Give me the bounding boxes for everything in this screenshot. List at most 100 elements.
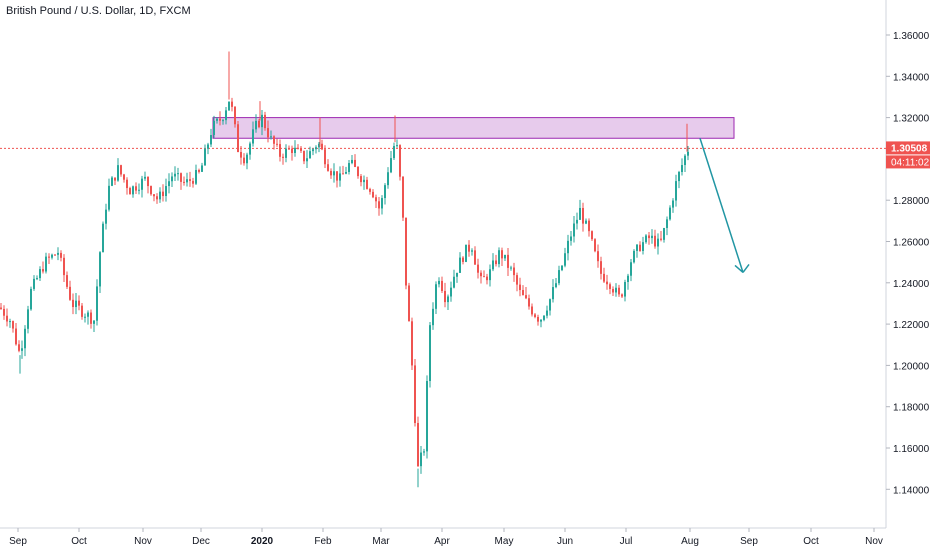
projection-arrow[interactable]: [699, 138, 744, 273]
candle-body: [570, 236, 572, 241]
candle-body: [444, 290, 446, 303]
candle-body: [120, 165, 122, 175]
price-tick-label: 1.24000: [893, 279, 930, 290]
candle-body: [159, 191, 161, 200]
candle-body: [12, 321, 14, 329]
candle-body: [507, 254, 509, 268]
candle-body: [555, 283, 557, 288]
candle-body: [30, 288, 32, 310]
candle-body: [147, 176, 149, 187]
candle-body: [249, 143, 251, 155]
candle-body: [318, 143, 320, 148]
candle-body: [654, 235, 656, 247]
candle-body: [672, 200, 674, 208]
candle-body: [150, 186, 152, 195]
candle-body: [417, 423, 419, 467]
candle-body: [369, 188, 371, 192]
candle-body: [567, 240, 569, 254]
candle-body: [297, 147, 299, 149]
candle-body: [42, 269, 44, 272]
candle-body: [270, 136, 272, 138]
candle-body: [189, 179, 191, 181]
candle-body: [423, 451, 425, 453]
candle-body: [243, 157, 245, 164]
price-tick-label: 1.34000: [893, 72, 930, 83]
candle-body: [669, 207, 671, 220]
candle-body: [438, 280, 440, 285]
candle-body: [75, 300, 77, 308]
candle-body: [630, 262, 632, 276]
candle-body: [375, 197, 377, 202]
candle-body: [327, 164, 329, 171]
candle-body: [489, 269, 491, 281]
price-tick-label: 1.20000: [893, 361, 930, 372]
candle-body: [51, 254, 53, 258]
price-tick-label: 1.26000: [893, 238, 930, 249]
candle-body: [618, 287, 620, 295]
candle-body: [429, 325, 431, 382]
candle-body: [492, 260, 494, 270]
candle-body: [477, 264, 479, 273]
candle-body: [39, 269, 41, 279]
candle-body: [579, 207, 581, 220]
chart-title: British Pound / U.S. Dollar, 1D, FXCM: [6, 5, 191, 17]
candle-body: [195, 170, 197, 184]
candle-body: [105, 209, 107, 224]
candle-body: [447, 296, 449, 303]
candle-body: [600, 261, 602, 274]
candle-body: [156, 196, 158, 200]
candle-body: [354, 159, 356, 167]
candle-body: [585, 220, 587, 224]
candle-body: [456, 272, 458, 277]
candle-body: [294, 147, 296, 154]
candle-body: [339, 173, 341, 181]
candle-body: [219, 118, 221, 121]
candle-body: [564, 253, 566, 266]
candle-body: [420, 452, 422, 467]
candle-body: [303, 150, 305, 162]
candle-body: [384, 185, 386, 199]
candle-body: [651, 235, 653, 239]
candle-body: [258, 120, 260, 128]
candle-body: [165, 186, 167, 197]
resistance-zone[interactable]: [212, 117, 735, 139]
candle-body: [168, 181, 170, 187]
candle-body: [684, 155, 686, 166]
candle-body: [450, 287, 452, 297]
price-tick-label: 1.28000: [893, 196, 930, 207]
candle-body: [198, 170, 200, 172]
candle-body: [252, 129, 254, 144]
candle-body: [27, 309, 29, 329]
candle-body: [378, 201, 380, 209]
candle-body: [666, 219, 668, 229]
candle-body: [33, 278, 35, 289]
time-tick-label: Feb: [314, 536, 332, 547]
candle-body: [183, 181, 185, 183]
price-tick-label: 1.22000: [893, 320, 930, 331]
candle-body: [660, 238, 662, 240]
time-tick-label: Nov: [134, 536, 152, 547]
candle-body: [399, 145, 401, 177]
candle-body: [408, 285, 410, 322]
candle-body: [333, 171, 335, 176]
candle-body: [21, 348, 23, 351]
candle-body: [171, 176, 173, 182]
candle-body: [204, 148, 206, 166]
candle-body: [228, 101, 230, 111]
candle-body: [174, 173, 176, 177]
candle-body: [207, 144, 209, 149]
candle-body: [54, 254, 56, 256]
candle-body: [144, 176, 146, 179]
candle-body: [525, 295, 527, 299]
candle-body: [84, 316, 86, 318]
candle-body: [627, 275, 629, 282]
candle-body: [312, 149, 314, 152]
candle-body: [549, 299, 551, 311]
candle-body: [645, 235, 647, 243]
candle-body: [516, 275, 518, 285]
candle-body: [534, 314, 536, 317]
candle-body: [72, 299, 74, 308]
candle-body: [588, 220, 590, 232]
candle-body: [9, 321, 11, 323]
